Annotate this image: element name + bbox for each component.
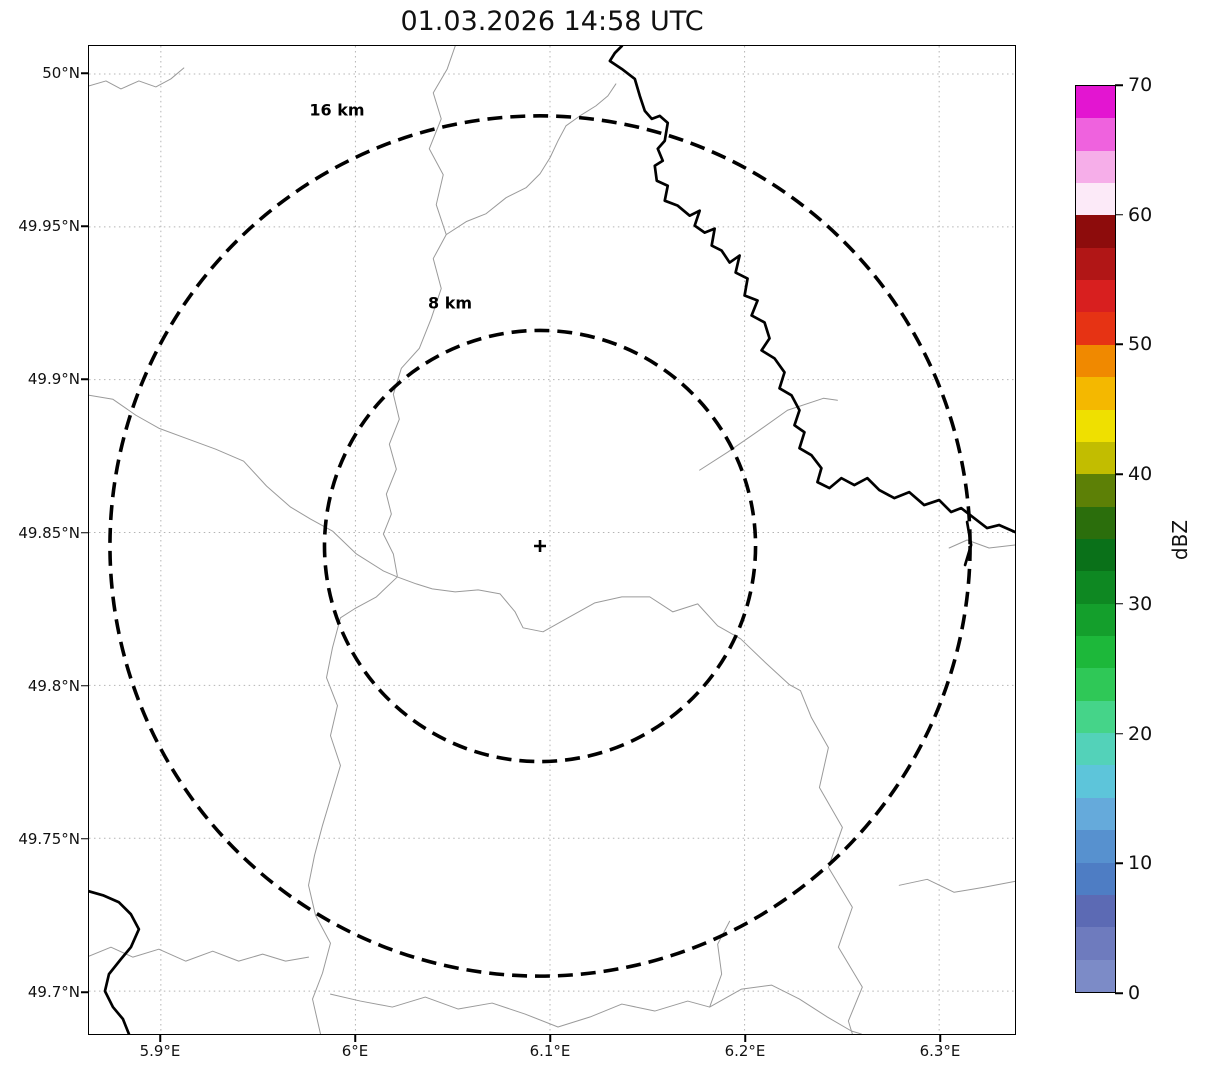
colorbar-segment	[1076, 538, 1115, 572]
colorbar-segment	[1076, 700, 1115, 734]
y-tick-label: 49.9°N	[27, 370, 80, 389]
range-label-8km: 8 km	[427, 293, 473, 313]
colorbar-segment	[1076, 668, 1115, 701]
y-tick-label: 49.8°N	[27, 676, 80, 695]
colorbar-segment	[1076, 894, 1115, 928]
colorbar-segment	[1076, 312, 1115, 345]
y-tick-label: 49.7°N	[27, 983, 80, 1001]
figure-title: 01.03.2026 14:58 UTC	[400, 6, 704, 37]
colorbar-segment	[1076, 409, 1115, 442]
border-river-right-segment	[963, 520, 973, 567]
y-tick-mark	[81, 991, 88, 993]
colorbar-segment	[1076, 927, 1115, 960]
y-tick-mark	[81, 531, 88, 534]
colorbar-segment	[1076, 959, 1115, 992]
colorbar-segment	[1076, 765, 1115, 798]
colorbar-segment	[1076, 636, 1115, 669]
x-tick-label: 6.3°E	[919, 1042, 961, 1060]
colorbar-tick-mark	[1115, 603, 1123, 605]
colorbar-tick-label: 20	[1128, 722, 1153, 745]
map-plot-area	[88, 45, 1016, 1035]
colorbar-segment	[1076, 280, 1115, 313]
colorbar-tick-mark	[1115, 343, 1123, 346]
colorbar-label: dBZ	[1168, 519, 1192, 561]
x-tick-mark	[159, 1035, 161, 1042]
colorbar-tick-mark	[1115, 862, 1123, 865]
colorbar-tick-mark	[1115, 473, 1123, 475]
y-tick-mark	[81, 378, 88, 381]
x-tick-label: 6.2°E	[724, 1042, 766, 1060]
colorbar-segment	[1076, 571, 1115, 604]
border-river-bottom-left	[89, 889, 141, 1034]
y-tick-mark	[81, 225, 88, 227]
x-tick-label: 6°E	[341, 1042, 369, 1060]
colorbar-segment	[1076, 215, 1115, 248]
colorbar-tick-label: 10	[1128, 852, 1153, 875]
range-label-16km: 16 km	[309, 100, 365, 120]
colorbar-segment	[1076, 441, 1115, 475]
x-tick-mark	[354, 1035, 356, 1042]
colorbar-segment	[1076, 474, 1115, 507]
colorbar-segment	[1076, 830, 1115, 863]
y-tick-label: 49.85°N	[18, 523, 80, 542]
x-tick-mark	[549, 1035, 551, 1042]
colorbar-segment	[1076, 797, 1115, 831]
x-tick-label: 5.9°E	[139, 1042, 181, 1060]
colorbar-segment	[1076, 118, 1115, 151]
x-tick-label: 6.1°E	[529, 1042, 571, 1060]
y-tick-label: 50°N	[42, 64, 80, 82]
colorbar-segment	[1076, 733, 1115, 766]
border-river-main	[608, 46, 1015, 534]
colorbar-tick-label: 50	[1128, 333, 1153, 356]
colorbar-segment	[1076, 377, 1115, 410]
colorbar-segment	[1076, 862, 1115, 895]
y-tick-label: 49.95°N	[18, 217, 80, 236]
map-canvas	[89, 46, 1015, 1034]
x-tick-mark	[939, 1035, 941, 1042]
colorbar-segment	[1076, 150, 1115, 184]
y-tick-label: 49.75°N	[18, 829, 80, 848]
colorbar	[1075, 85, 1116, 993]
colorbar-tick-mark	[1115, 732, 1123, 735]
colorbar-tick-label: 40	[1128, 463, 1153, 486]
y-tick-mark	[81, 684, 88, 687]
colorbar-segment	[1076, 183, 1115, 216]
colorbar-tick-label: 70	[1128, 74, 1153, 96]
colorbar-tick-mark	[1115, 992, 1123, 994]
y-tick-mark	[81, 72, 88, 74]
colorbar-segment	[1076, 344, 1115, 378]
gridlines	[89, 46, 1015, 1034]
colorbar-tick-label: 30	[1128, 592, 1153, 615]
colorbar-tick-label: 0	[1128, 982, 1141, 1004]
colorbar-segment	[1076, 247, 1115, 281]
colorbar-tick-mark	[1115, 84, 1123, 86]
x-tick-mark	[744, 1035, 746, 1042]
colorbar-segment	[1076, 603, 1115, 637]
y-tick-mark	[81, 838, 88, 840]
colorbar-tick-label: 60	[1128, 203, 1153, 226]
colorbar-segment	[1076, 85, 1115, 119]
boundary-river-lines	[89, 46, 1015, 1034]
colorbar-tick-mark	[1115, 213, 1123, 216]
radar-center-marker	[534, 540, 547, 552]
colorbar-segment	[1076, 506, 1115, 539]
